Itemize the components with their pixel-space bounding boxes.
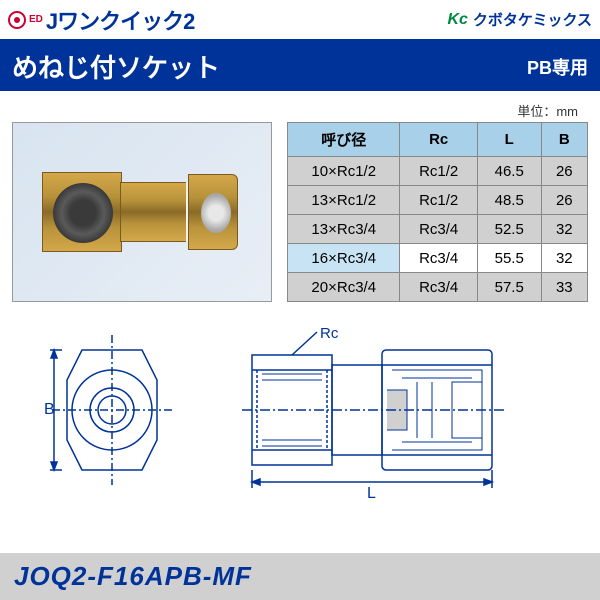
product-title: めねじ付ソケット [12, 48, 220, 85]
fitting-illustration [42, 152, 242, 272]
table-header: B [541, 123, 587, 157]
brand-left: ED Jワンクイック2 [8, 4, 194, 36]
product-image [12, 122, 272, 302]
content-area: 単位：mm 呼び径RcLB 10×Rc1/2Rc1/246.52613×Rc1/… [0, 91, 600, 520]
table-header: L [477, 123, 541, 157]
table-cell: 52.5 [477, 215, 541, 244]
table-cell: 46.5 [477, 157, 541, 186]
brand-main-text: Jワンクイック2 [46, 4, 194, 36]
table-cell: 57.5 [477, 273, 541, 302]
table-row: 20×Rc3/4Rc3/457.533 [288, 273, 588, 302]
brand-ed-text: ED [29, 14, 43, 25]
table-row: 16×Rc3/4Rc3/455.532 [288, 244, 588, 273]
table-cell: 26 [541, 157, 587, 186]
table-cell: Rc1/2 [400, 157, 477, 186]
diagram-side-view: Rc L [232, 330, 552, 500]
table-cell: 16×Rc3/4 [288, 244, 400, 273]
table-cell: Rc3/4 [400, 273, 477, 302]
table-cell: 26 [541, 186, 587, 215]
table-row: 13×Rc3/4Rc3/452.532 [288, 215, 588, 244]
table-cell: 33 [541, 273, 587, 302]
top-row: 呼び径RcLB 10×Rc1/2Rc1/246.52613×Rc1/2Rc1/2… [12, 122, 588, 302]
brand-circle-icon [8, 11, 26, 29]
table-cell: 48.5 [477, 186, 541, 215]
product-subtitle: PB専用 [527, 54, 588, 80]
table-cell: Rc3/4 [400, 244, 477, 273]
table-cell: 10×Rc1/2 [288, 157, 400, 186]
table-cell: Rc3/4 [400, 215, 477, 244]
part-number: JOQ2-F16APB-MF [14, 561, 252, 591]
footer: JOQ2-F16APB-MF [0, 553, 600, 600]
spec-table: 呼び径RcLB 10×Rc1/2Rc1/246.52613×Rc1/2Rc1/2… [287, 122, 588, 302]
table-cell: 32 [541, 244, 587, 273]
header: ED Jワンクイック2 Kc クボタケミックス [0, 0, 600, 42]
diagram-front-view: B [42, 330, 192, 500]
table-cell: 55.5 [477, 244, 541, 273]
table-cell: Rc1/2 [400, 186, 477, 215]
company-logo-icon: Kc [447, 11, 467, 29]
title-bar: めねじ付ソケット PB専用 [0, 42, 600, 91]
diagram-label-l: L [367, 485, 376, 502]
table-cell: 32 [541, 215, 587, 244]
company-name: クボタケミックス [473, 9, 592, 30]
table-cell: 13×Rc1/2 [288, 186, 400, 215]
table-row: 10×Rc1/2Rc1/246.526 [288, 157, 588, 186]
brand-right: Kc クボタケミックス [447, 9, 592, 30]
table-cell: 13×Rc3/4 [288, 215, 400, 244]
table-row: 13×Rc1/2Rc1/248.526 [288, 186, 588, 215]
table-cell: 20×Rc3/4 [288, 273, 400, 302]
technical-diagram: B [12, 320, 588, 510]
table-header: 呼び径 [288, 123, 400, 157]
diagram-label-b: B [44, 401, 55, 418]
unit-label: 単位：mm [12, 101, 588, 120]
diagram-label-rc: Rc [320, 325, 339, 342]
table-header: Rc [400, 123, 477, 157]
